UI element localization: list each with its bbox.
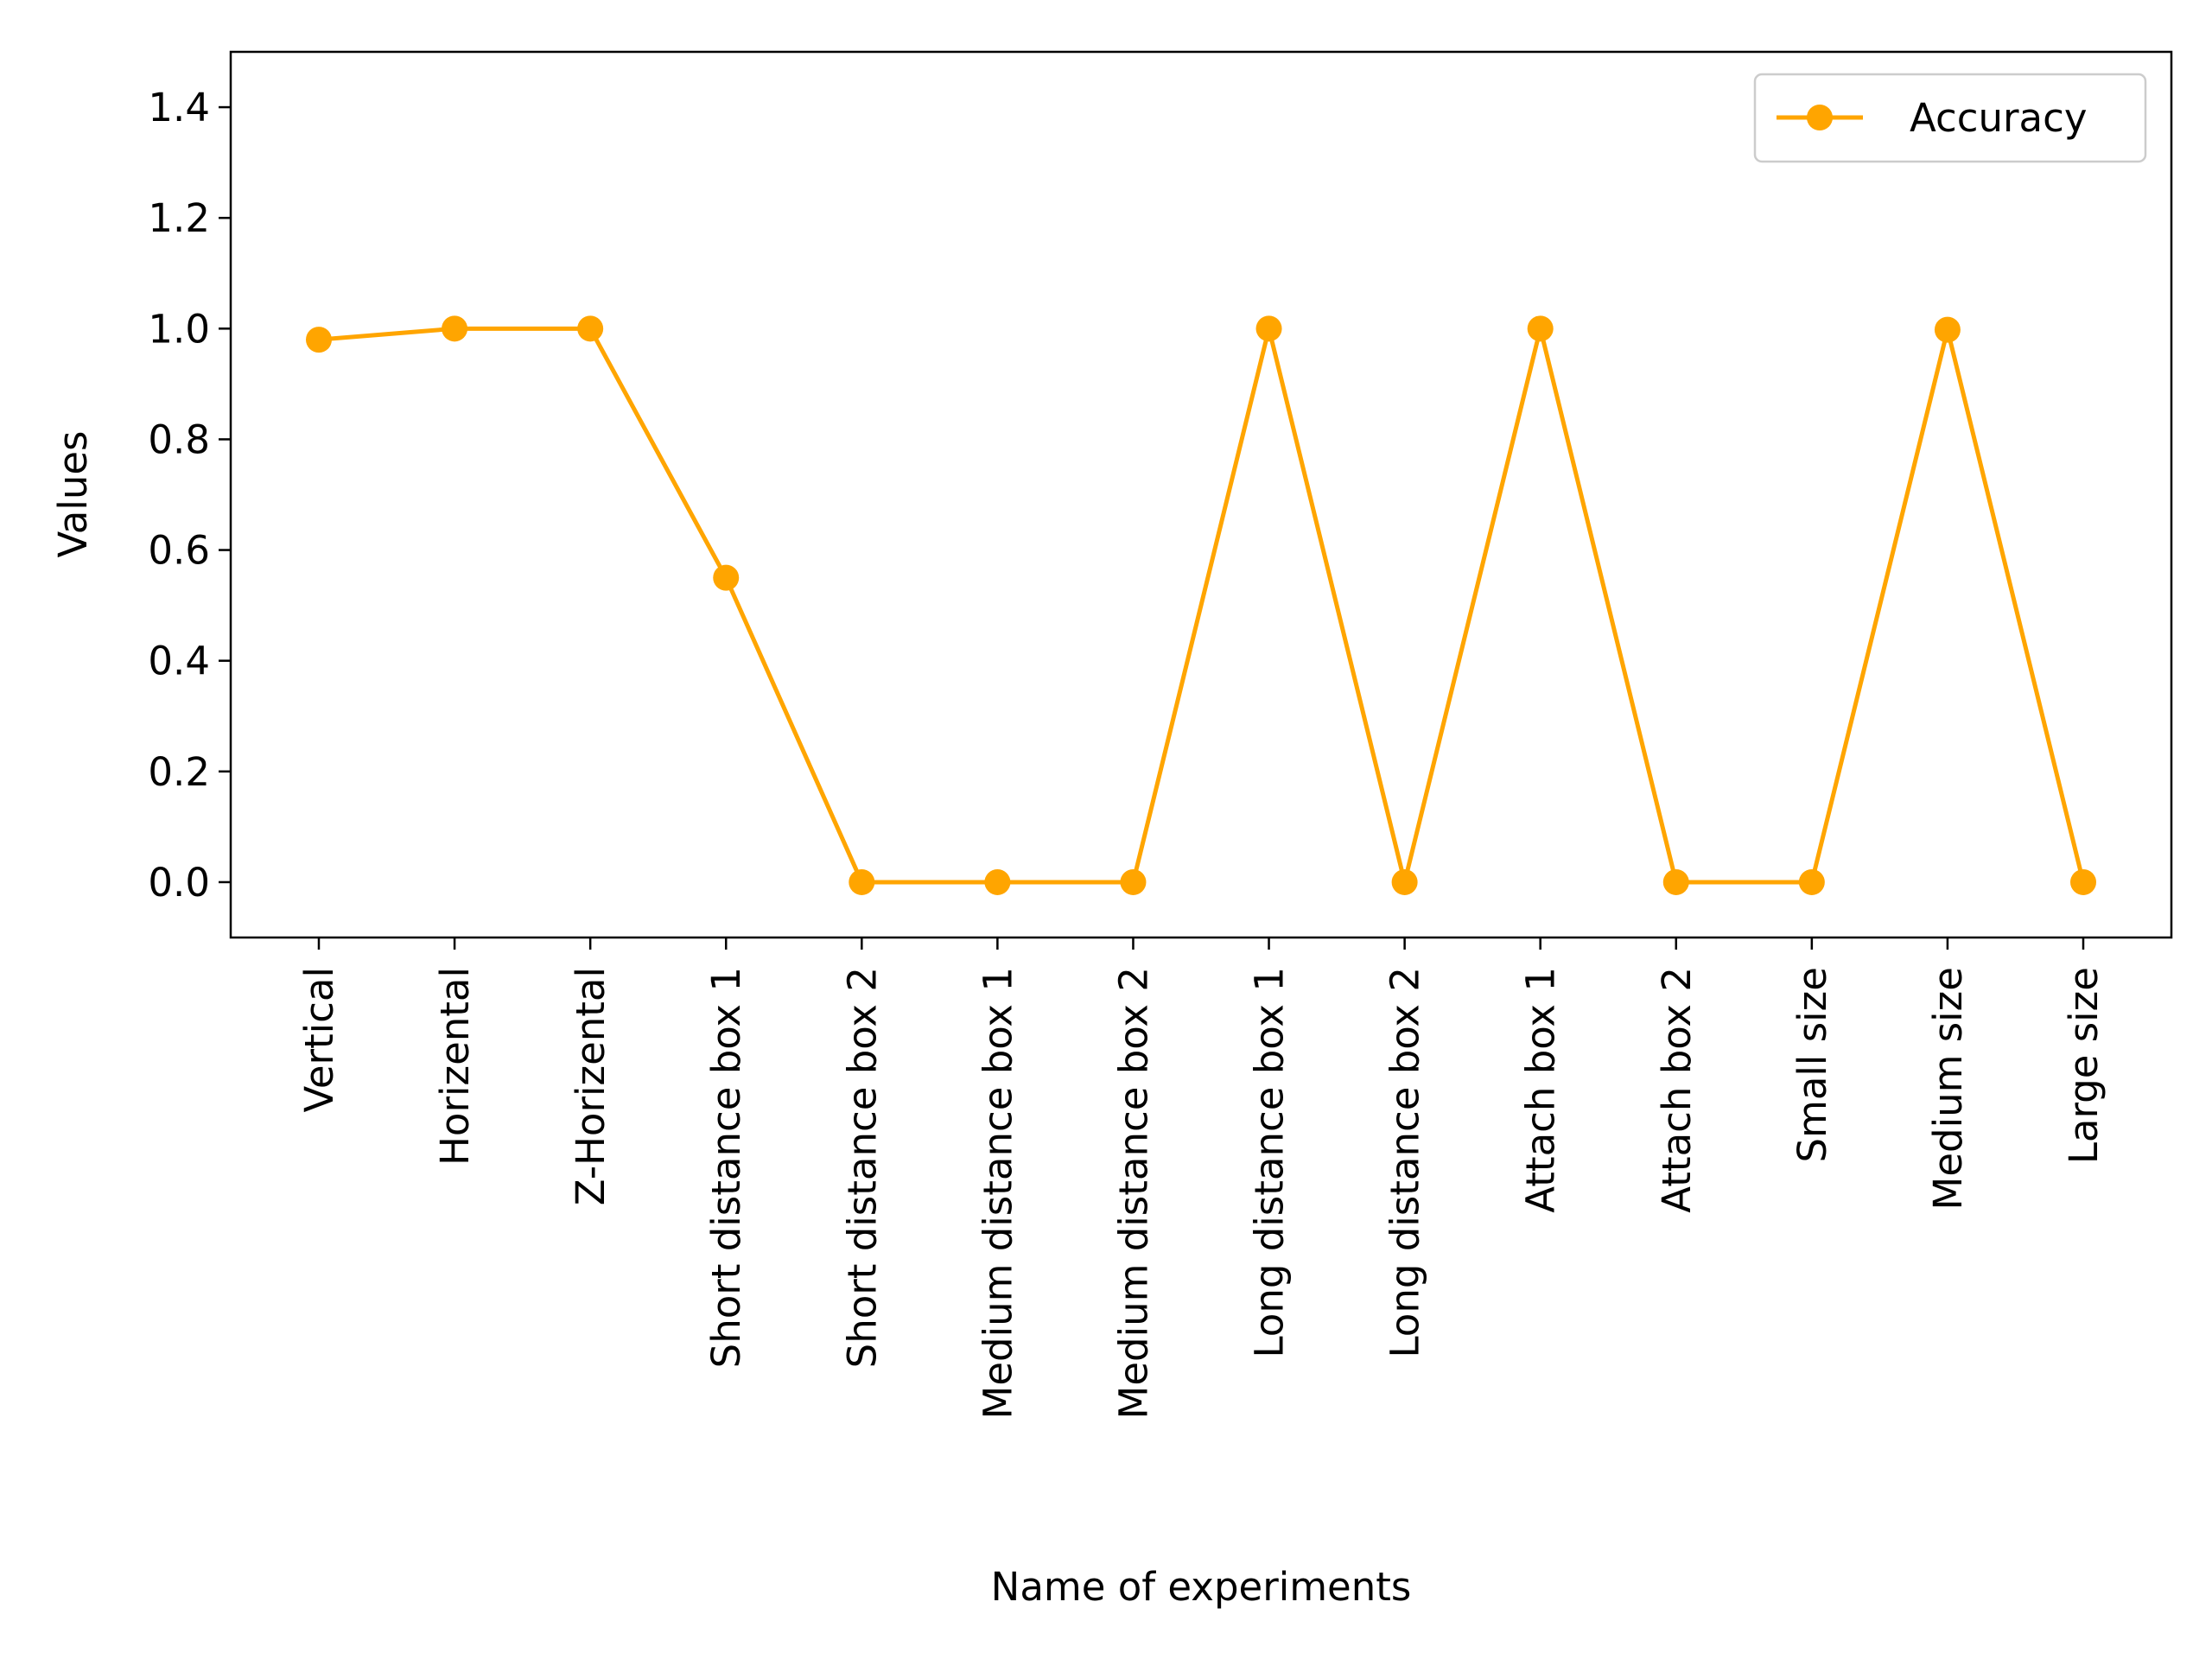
legend-box bbox=[1753, 73, 2147, 163]
y-tick-label: 0.4 bbox=[148, 639, 210, 684]
x-tick-label: Short distance box 1 bbox=[703, 967, 749, 1368]
data-point-accuracy bbox=[1798, 868, 1825, 895]
x-tick-label: Medium distance box 1 bbox=[975, 967, 1020, 1420]
legend: Accuracy bbox=[1753, 73, 2147, 163]
data-point-accuracy bbox=[1120, 868, 1147, 895]
data-point-accuracy bbox=[442, 315, 468, 342]
x-tick-label: Small size bbox=[1789, 967, 1835, 1163]
x-tick-label: Z-Horizental bbox=[568, 967, 613, 1205]
x-tick-label: Attach box 2 bbox=[1654, 967, 1700, 1213]
y-tick-label: 0.2 bbox=[148, 749, 210, 795]
x-tick-label: Vertical bbox=[296, 967, 342, 1112]
y-axis-title: Values bbox=[50, 430, 96, 557]
x-tick-label: Long distance box 1 bbox=[1247, 967, 1293, 1357]
data-point-accuracy bbox=[2070, 868, 2096, 895]
legend-label: Accuracy bbox=[1910, 95, 2087, 141]
y-tick-label: 0.8 bbox=[148, 416, 210, 462]
data-point-accuracy bbox=[1255, 315, 1282, 342]
data-point-accuracy bbox=[577, 315, 604, 342]
series-layer bbox=[306, 315, 2096, 895]
x-tick-label: Attach box 1 bbox=[1518, 967, 1564, 1213]
data-point-accuracy bbox=[1527, 315, 1554, 342]
x-tick-label: Horizental bbox=[432, 967, 478, 1166]
data-point-accuracy bbox=[713, 564, 740, 591]
data-point-accuracy bbox=[849, 868, 875, 895]
data-point-accuracy bbox=[306, 327, 332, 353]
x-tick-label: Long distance box 2 bbox=[1382, 967, 1428, 1357]
x-tick-label: Medium distance box 2 bbox=[1110, 967, 1156, 1420]
x-axis: Vertical Horizental Z-Horizental Short dist… bbox=[296, 938, 2107, 1420]
y-tick-label: 1.4 bbox=[148, 85, 210, 130]
legend-marker-swatch bbox=[1807, 105, 1833, 130]
y-tick-label: 1.2 bbox=[148, 195, 210, 241]
data-point-accuracy bbox=[1662, 868, 1689, 895]
y-tick-label: 1.0 bbox=[148, 306, 210, 352]
y-tick-label: 0.0 bbox=[148, 860, 210, 906]
series-line-accuracy bbox=[318, 326, 2086, 885]
plot-area bbox=[229, 50, 2173, 939]
y-tick-label: 0.6 bbox=[148, 528, 210, 574]
data-point-accuracy bbox=[984, 868, 1011, 895]
data-point-accuracy bbox=[1391, 868, 1418, 895]
x-tick-label: Medium size bbox=[1925, 967, 1971, 1211]
x-tick-label: Large size bbox=[2061, 967, 2107, 1164]
x-axis-title: Name of experiments bbox=[991, 1564, 1412, 1610]
x-tick-label: Short distance box 2 bbox=[839, 967, 885, 1368]
data-point-accuracy bbox=[1934, 316, 1961, 343]
y-axis: 0.0 0.2 0.4 0.6 0.8 1.0 1.2 1.4 bbox=[148, 85, 231, 906]
